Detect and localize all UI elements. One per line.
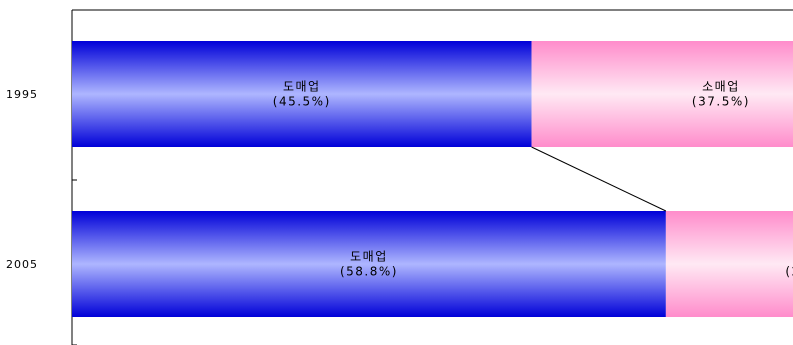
bar-segment	[72, 211, 666, 317]
series-label: 도매업	[350, 250, 388, 264]
data-label: (58.8%)	[340, 265, 398, 279]
bar-segment	[531, 41, 793, 147]
bar-segment	[665, 211, 793, 317]
category-tick-label: 1995	[6, 88, 38, 101]
data-label: (45.5%)	[273, 95, 331, 109]
category-tick-label: 2005	[6, 258, 38, 271]
series-label: 소매업	[702, 80, 740, 94]
data-label: (29.4%)	[785, 265, 793, 279]
data-label: (37.5%)	[692, 95, 750, 109]
bar-segment	[72, 41, 532, 147]
series-connector-line	[531, 146, 667, 212]
series-label: 도매업	[283, 80, 321, 94]
